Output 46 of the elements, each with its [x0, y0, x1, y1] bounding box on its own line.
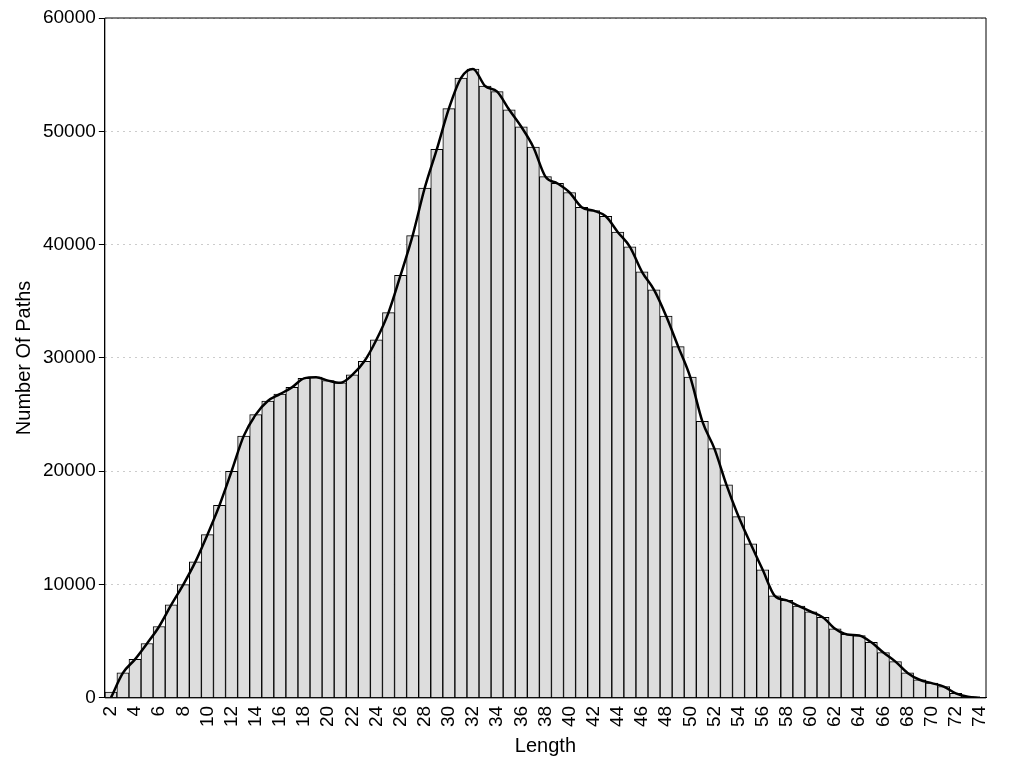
x-tick-label: 4 — [123, 705, 145, 717]
x-tick-label: 26 — [388, 705, 410, 728]
x-tick-label: 66 — [871, 705, 893, 728]
y-tick-label: 10000 — [42, 572, 96, 594]
x-tick-label: 40 — [557, 705, 579, 728]
x-tick-label: 44 — [606, 705, 628, 728]
x-tick-label: 22 — [340, 705, 362, 728]
x-tick-label: 68 — [895, 705, 917, 728]
x-tick-label: 60 — [799, 705, 821, 728]
y-axis-title: Number Of Paths — [11, 280, 34, 436]
x-tick-label: 30 — [437, 705, 459, 728]
x-tick-label: 48 — [654, 705, 676, 728]
x-tick-label: 42 — [581, 705, 603, 728]
x-tick-label: 62 — [823, 705, 845, 728]
x-tick-label: 28 — [412, 705, 434, 728]
y-tick-label: 50000 — [42, 119, 96, 141]
y-tick-label: 60000 — [42, 6, 96, 28]
x-tick-label: 56 — [750, 705, 772, 728]
x-tick-label: 54 — [726, 705, 748, 728]
x-tick-label: 64 — [847, 705, 869, 728]
x-tick-label: 16 — [268, 705, 290, 728]
x-tick-label: 20 — [316, 705, 338, 728]
y-tick-label: 20000 — [42, 459, 96, 481]
y-tick-label: 30000 — [42, 346, 96, 368]
x-tick-label: 36 — [509, 705, 531, 728]
x-tick-label: 10 — [195, 705, 217, 728]
x-tick-label: 52 — [702, 705, 724, 728]
x-tick-label: 58 — [775, 705, 797, 728]
x-tick-label: 2 — [99, 705, 121, 717]
x-tick-label: 34 — [485, 705, 507, 728]
x-tick-label: 8 — [171, 705, 193, 717]
x-tick-label: 70 — [919, 705, 941, 728]
y-tick-label: 0 — [85, 686, 96, 708]
x-tick-label: 6 — [147, 705, 169, 717]
x-axis-title: Length — [514, 733, 576, 756]
y-tick-label: 40000 — [42, 232, 96, 254]
x-tick-label: 46 — [630, 705, 652, 728]
x-tick-label: 24 — [364, 705, 386, 728]
x-tick-label: 72 — [944, 705, 966, 728]
x-tick-label: 50 — [678, 705, 700, 728]
x-tick-label: 18 — [292, 705, 314, 728]
x-tick-label: 12 — [219, 705, 241, 728]
x-tick-label: 74 — [968, 705, 990, 728]
x-tick-label: 32 — [461, 705, 483, 728]
x-tick-label: 14 — [243, 705, 265, 728]
x-tick-label: 38 — [533, 705, 555, 728]
